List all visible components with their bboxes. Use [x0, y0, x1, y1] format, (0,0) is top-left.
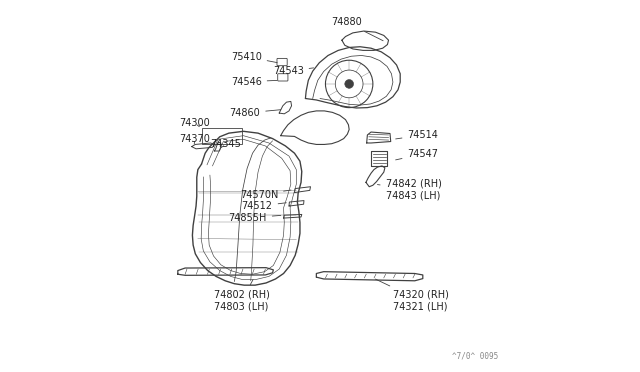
- Text: 74514: 74514: [396, 130, 438, 140]
- Text: 74345: 74345: [211, 140, 241, 150]
- Text: 75410: 75410: [231, 52, 277, 62]
- Text: 74320 (RH)
74321 (LH): 74320 (RH) 74321 (LH): [376, 279, 449, 311]
- Text: 74880: 74880: [331, 17, 383, 41]
- Text: 74512: 74512: [242, 201, 286, 211]
- Text: 74860: 74860: [230, 108, 281, 118]
- Text: 74543: 74543: [273, 66, 314, 76]
- Text: 74570N: 74570N: [240, 190, 291, 200]
- Text: 74546: 74546: [231, 77, 277, 87]
- Text: 74842 (RH)
74843 (LH): 74842 (RH) 74843 (LH): [378, 179, 442, 201]
- Text: 74802 (RH)
74803 (LH): 74802 (RH) 74803 (LH): [214, 280, 269, 311]
- Bar: [202, 128, 242, 144]
- Text: ^7/0^ 0095: ^7/0^ 0095: [452, 351, 499, 360]
- Text: 74855H: 74855H: [228, 213, 281, 223]
- Text: 74547: 74547: [396, 149, 438, 160]
- Text: 74300: 74300: [180, 118, 211, 128]
- Text: 74370: 74370: [180, 134, 211, 144]
- Circle shape: [345, 80, 353, 88]
